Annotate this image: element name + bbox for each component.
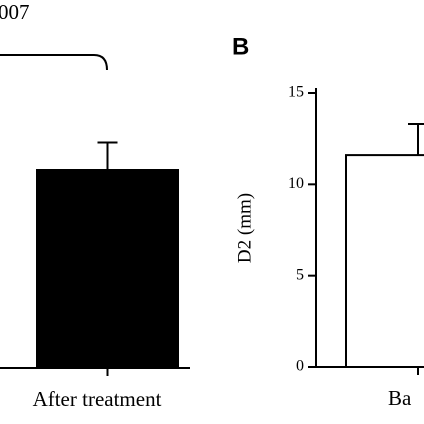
bar [345, 154, 424, 368]
y-tick-label: 5 [296, 266, 304, 283]
x-tick-label: After treatment [33, 387, 162, 411]
panel-label: B [232, 33, 249, 60]
bar [36, 169, 179, 369]
y-tick-label: 10 [288, 175, 304, 192]
annotation: 007 [0, 0, 30, 24]
y-tick-label: 15 [288, 84, 304, 101]
y-axis-label: D2 (mm) [234, 193, 255, 263]
significance-bracket [0, 54, 108, 71]
y-tick-label: 0 [296, 358, 304, 375]
x-tick-label: Ba [388, 386, 412, 410]
